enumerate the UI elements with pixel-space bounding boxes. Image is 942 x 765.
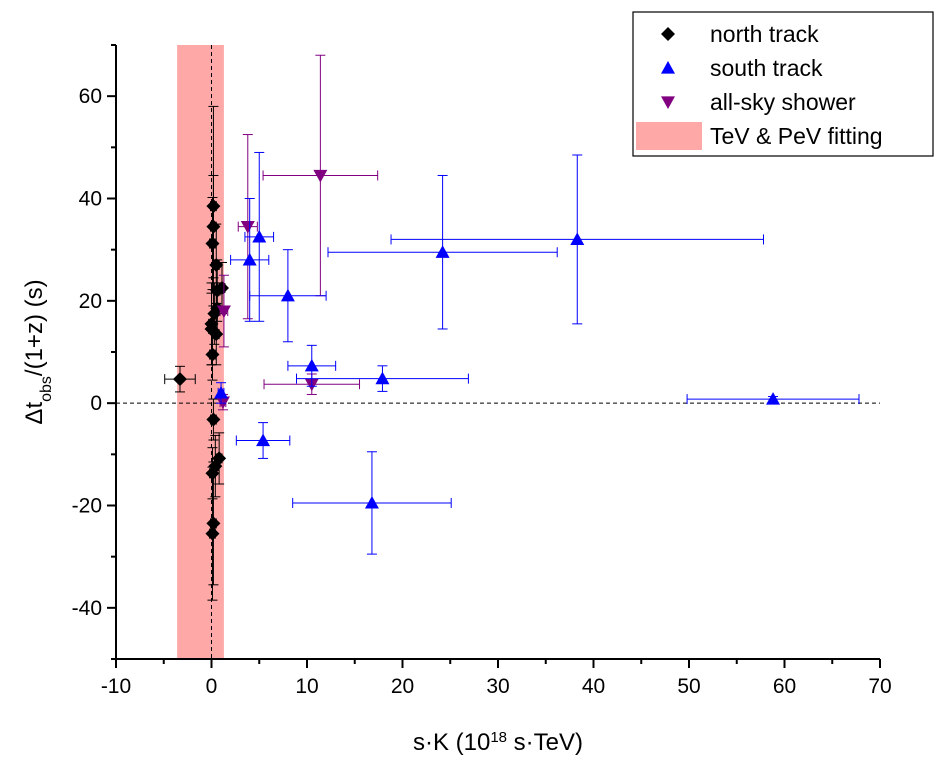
marker-diamond [206, 219, 221, 234]
data-point [244, 151, 275, 322]
marker-triangle-up [304, 358, 319, 372]
marker-diamond [209, 258, 224, 273]
marker-diamond [207, 306, 222, 321]
y-tick-label: -40 [72, 597, 102, 620]
data-point [230, 198, 270, 322]
data-point [214, 382, 229, 404]
marker-diamond [172, 372, 187, 387]
legend-label: all-sky shower [710, 89, 856, 115]
legend-label: south track [710, 55, 823, 81]
data-point [287, 344, 337, 387]
marker-triangle-up [280, 288, 295, 302]
marker-diamond [206, 412, 221, 427]
x-tick-label: 40 [582, 675, 605, 698]
marker-triangle-down [240, 221, 255, 234]
legend-band-swatch [636, 122, 702, 150]
series-south-track [214, 151, 860, 555]
data-point [237, 134, 258, 320]
data-point [205, 466, 220, 601]
marker-diamond [205, 526, 220, 541]
data-point [327, 174, 558, 330]
x-tick-label: 30 [486, 675, 509, 698]
x-tick-label: 70 [868, 675, 891, 698]
legend-marker [661, 27, 675, 41]
marker-triangle-up [242, 252, 257, 266]
y-tick-label: 40 [79, 188, 102, 211]
marker-diamond [205, 347, 220, 362]
reference-lines [116, 45, 880, 659]
data-point [235, 422, 291, 459]
y-tick-label: 0 [90, 392, 102, 415]
x-tick-label: 10 [295, 675, 318, 698]
data-point [164, 365, 196, 393]
marker-triangle-up [252, 229, 267, 243]
marker-triangle-up [364, 495, 379, 509]
marker-diamond [206, 516, 221, 531]
legend-item-band: TeV & PeV fitting [636, 122, 883, 150]
data-point [205, 328, 220, 381]
y-tick-label: 60 [79, 85, 102, 108]
marker-triangle-up [256, 433, 271, 447]
data-point [390, 154, 764, 325]
marker-triangle-up [214, 385, 229, 399]
data-layer [164, 54, 860, 601]
x-tick-label: 50 [677, 675, 700, 698]
marker-triangle-up [766, 392, 781, 405]
marker-triangle-up [435, 245, 450, 258]
x-tick-label: 0 [206, 675, 218, 698]
legend-label: TeV & PeV fitting [710, 123, 883, 149]
marker-triangle-down [313, 169, 328, 183]
series-all-sky-shower [215, 54, 379, 411]
data-point [262, 54, 379, 297]
legend-item-north-track: north track [661, 21, 819, 47]
data-point [295, 365, 469, 392]
legend: north track south track all-sky shower TeV … [632, 11, 934, 157]
y-tick-label: -20 [72, 495, 102, 518]
x-axis-label: s·K (1018 s·TeV) [413, 729, 583, 757]
data-point [249, 249, 327, 343]
y-axis-label: Δtobs/(1+z) (s) [21, 279, 55, 424]
data-point [206, 398, 221, 441]
legend-marker [661, 96, 675, 109]
x-tick-label: -10 [101, 675, 131, 698]
legend-marker [661, 61, 675, 74]
data-point [686, 392, 860, 405]
legend-label: north track [710, 21, 819, 47]
data-point [216, 274, 231, 348]
series-north-track [164, 105, 230, 601]
x-tick-label: 60 [773, 675, 796, 698]
y-tick-label: 20 [79, 290, 102, 313]
data-point [206, 461, 221, 586]
marker-triangle-down [216, 305, 231, 319]
marker-triangle-up [570, 232, 585, 246]
axes: -10 0 10 20 30 40 50 60 70 -40 -20 0 20 40 60 [72, 44, 892, 698]
x-tick-label: 20 [391, 675, 414, 698]
legend-item-south-track: south track [661, 55, 823, 81]
marker-triangle-up [375, 371, 390, 385]
data-point [292, 451, 452, 555]
legend-item-all-sky-shower: all-sky shower [661, 89, 856, 115]
